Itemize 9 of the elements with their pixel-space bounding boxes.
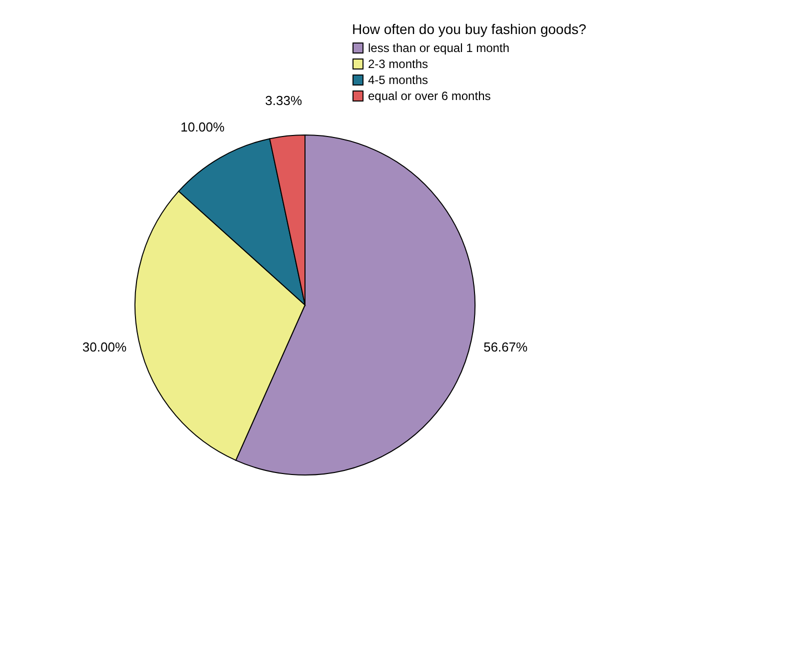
legend-label: equal or over 6 months xyxy=(368,89,491,103)
legend-label: 2-3 months xyxy=(368,57,428,71)
data-label: 56.67% xyxy=(483,340,528,355)
data-label: 3.33% xyxy=(265,93,302,108)
legend-title: How often do you buy fashion goods? xyxy=(352,21,586,37)
data-label: 10.00% xyxy=(180,119,226,134)
data-label: 30.00% xyxy=(82,340,127,355)
legend-label: 4-5 months xyxy=(368,73,428,87)
legend-label: less than or equal 1 month xyxy=(368,41,510,55)
